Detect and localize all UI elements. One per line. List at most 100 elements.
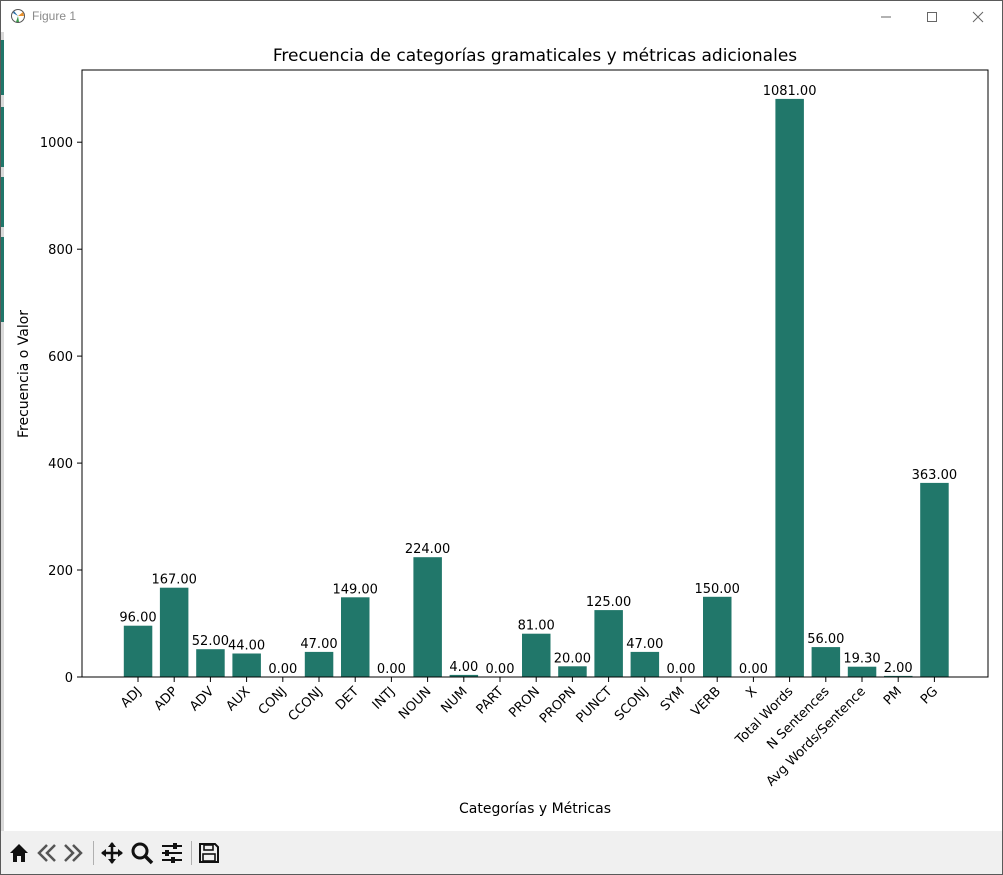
x-tick-label: NOUN (396, 684, 434, 722)
bar-value-label: 4.00 (449, 660, 478, 675)
bar (522, 633, 551, 677)
toolbar-separator (93, 841, 94, 865)
x-tick-label: ADJ (118, 684, 145, 711)
plot-frame (81, 69, 989, 678)
bar-value-label: 0.00 (739, 662, 768, 677)
bar (920, 482, 949, 677)
pan-icon (101, 842, 123, 864)
y-tick-label: 600 (48, 350, 73, 365)
configure-subplots-icon (162, 843, 182, 863)
bar (630, 651, 660, 677)
x-tick-label: PART (474, 684, 507, 717)
bar (232, 653, 261, 677)
y-tick-label: 200 (48, 564, 73, 579)
bar-value-label: 81.00 (518, 619, 555, 634)
bar-value-label: 19.30 (843, 652, 880, 667)
x-axis-label: Categorías y Métricas (459, 801, 611, 817)
x-tick-label: CONJ (256, 684, 290, 718)
bar-value-label: 0.00 (377, 662, 406, 677)
x-tick-label: PM (881, 684, 905, 708)
zoom-button[interactable] (128, 839, 156, 867)
back-button[interactable] (33, 839, 61, 867)
close-icon (972, 11, 984, 23)
window-title: Figure 1 (32, 9, 77, 23)
close-button[interactable] (955, 1, 1001, 32)
bar-value-label: 167.00 (151, 573, 197, 588)
bar-value-label: 47.00 (626, 637, 663, 652)
bar-value-label: 1081.00 (763, 84, 817, 99)
bar (413, 557, 442, 677)
x-tick-label: NUM (438, 684, 470, 716)
bars-layer (123, 98, 949, 677)
bar (304, 651, 334, 677)
zoom-icon (131, 842, 154, 865)
pan-button[interactable] (98, 839, 126, 867)
home-button[interactable] (5, 839, 33, 867)
x-tick-label: SYM (658, 684, 688, 714)
bar (775, 98, 804, 677)
bar-value-label: 96.00 (119, 611, 156, 626)
bar-value-label: 44.00 (228, 639, 265, 654)
save-button[interactable] (195, 839, 223, 867)
minimize-button[interactable] (863, 1, 909, 32)
forward-button[interactable] (59, 839, 87, 867)
x-tick-label: PROPN (537, 684, 579, 726)
y-axis: 0 200 400 600 800 1000 (40, 136, 82, 686)
bar-value-label: 363.00 (912, 468, 958, 483)
x-tick-label: VERB (689, 684, 724, 719)
bar (123, 625, 153, 677)
bar (196, 649, 225, 677)
back-icon (37, 844, 56, 862)
bar (847, 666, 877, 677)
bar-value-label: 150.00 (694, 582, 740, 597)
bar (558, 666, 587, 677)
x-tick-label: SCONJ (612, 684, 652, 724)
bar-value-label: 52.00 (192, 634, 229, 649)
chart-title: Frecuencia de categorías gramaticales y … (273, 46, 797, 66)
y-tick-label: 0 (65, 671, 73, 686)
bar (341, 597, 370, 677)
toolbar-separator (191, 841, 192, 865)
bar-value-label: 47.00 (300, 637, 337, 652)
title-bar[interactable]: Figure 1 (1, 1, 1002, 32)
x-tick-label: ADV (187, 684, 217, 714)
save-icon (199, 843, 219, 863)
x-tick-label: ADP (152, 684, 182, 714)
bar-value-label: 0.00 (486, 662, 515, 677)
bar-value-label: 20.00 (554, 651, 591, 666)
navigation-toolbar (1, 831, 1002, 874)
forward-icon (64, 844, 83, 862)
x-tick-label: PG (918, 684, 941, 707)
y-tick-label: 800 (48, 243, 73, 258)
y-tick-label: 1000 (40, 136, 73, 151)
bar (811, 647, 841, 677)
y-tick-label: 400 (48, 457, 73, 472)
home-icon (10, 844, 28, 862)
x-tick-label: AUX (223, 684, 253, 714)
bar-value-label: 0.00 (667, 662, 696, 677)
bar (159, 587, 189, 677)
x-tick-label: PUNCT (574, 684, 616, 726)
bar-value-label: 0.00 (268, 662, 297, 677)
maximize-icon (927, 12, 937, 22)
chart-canvas[interactable]: Frecuencia de categorías gramaticales y … (2, 32, 1001, 831)
bar (884, 675, 913, 677)
x-tick-label: DET (333, 684, 362, 713)
bar-value-label: 149.00 (332, 582, 378, 597)
x-tick-label: INTJ (370, 684, 399, 713)
bar-value-label: 56.00 (807, 632, 844, 647)
bar-value-label: 2.00 (884, 661, 913, 676)
configure-subplots-button[interactable] (158, 839, 186, 867)
x-tick-label: CCONJ (286, 684, 326, 724)
bar (594, 610, 623, 677)
bar (703, 596, 732, 677)
minimize-icon (881, 16, 891, 18)
value-labels-layer: 96.00167.0052.0044.000.0047.00149.000.00… (119, 84, 957, 677)
matplotlib-icon (10, 8, 26, 24)
maximize-button[interactable] (909, 1, 955, 32)
y-axis-label: Frecuencia o Valor (16, 310, 32, 438)
bar-value-label: 125.00 (586, 595, 632, 610)
x-tick-label: X (743, 684, 760, 701)
